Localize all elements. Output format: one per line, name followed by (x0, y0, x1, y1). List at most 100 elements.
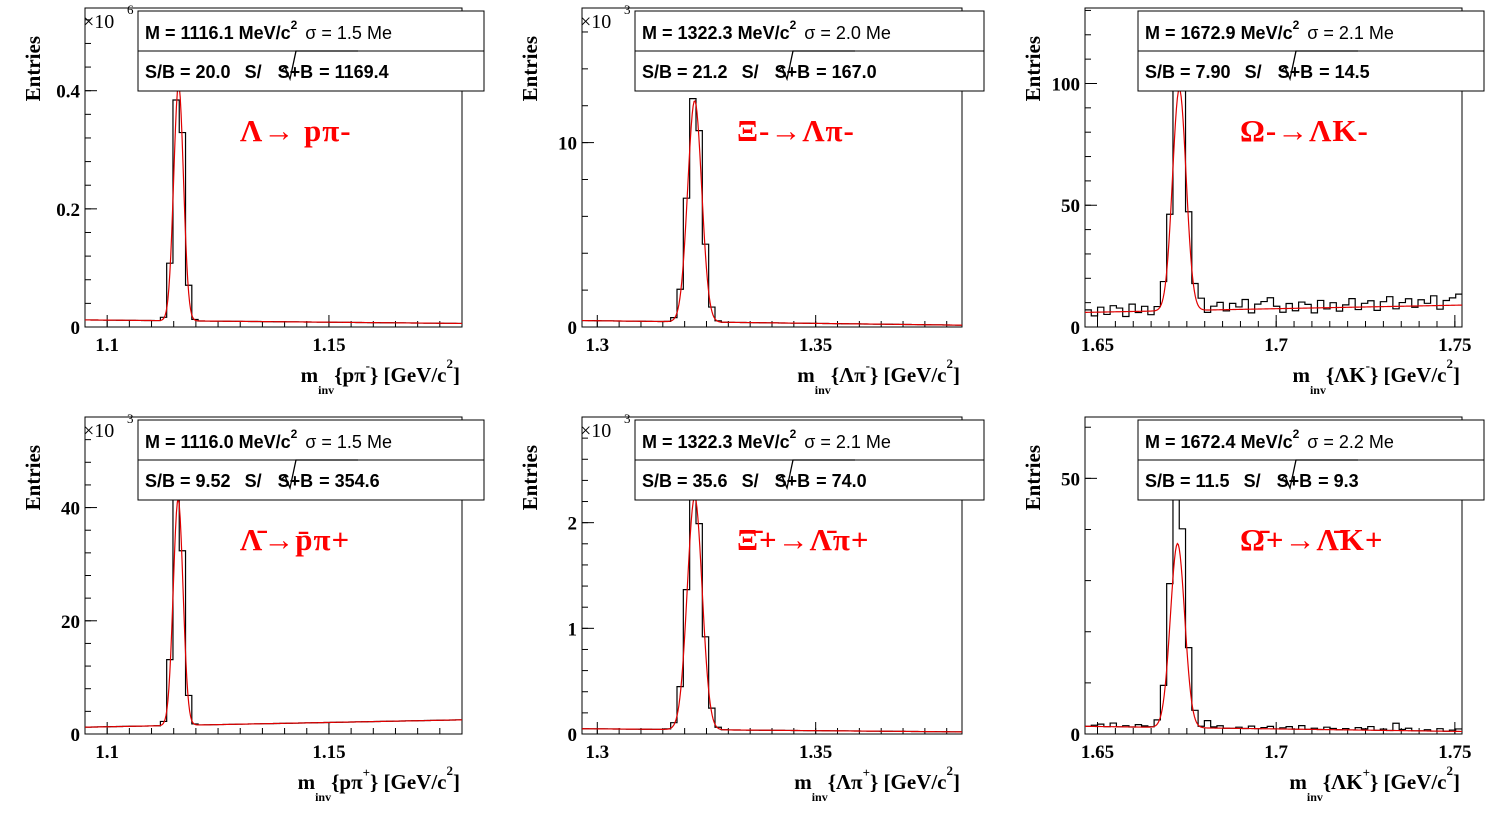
x-axis-title-part: 2 (447, 763, 454, 778)
x-axis-title-part: ] (1453, 363, 1460, 387)
stats-ssb-root: S+B (278, 471, 314, 491)
sqrt-icon (777, 459, 855, 491)
stats-sb: S/B = 21.2 S/S+B = 167.0 (642, 62, 877, 82)
panel-3: 0 50 100 1.65 1.7 1.75 Entries minv{ΛK-} [GeV/c… (1021, 7, 1485, 397)
x-axis-title-part: {pπ (331, 770, 363, 794)
x-axis-title: minv{ΛK+} [GeV/c2] (1289, 763, 1460, 804)
x-tick-label: 1.65 (1081, 742, 1114, 763)
x-axis-title-part: 2 (1447, 356, 1454, 371)
x-tick-label: 1.75 (1438, 742, 1471, 763)
stats-ssb-prefix: S/ (245, 62, 262, 82)
x-axis-title-part: inv (1307, 790, 1323, 804)
y-tick-label: 1 (568, 619, 578, 640)
stats-mass: M = 1672.9 MeV/c2 σ = 2.1 Me (1145, 18, 1394, 43)
x-axis-title-part: inv (318, 383, 334, 397)
y-multiplier-exponent: 6 (127, 2, 134, 17)
x-axis-title-part: 2 (947, 763, 954, 778)
x-axis-title-part: - (1366, 358, 1370, 373)
stats-sb: S/B = 11.5 S/S+B = 9.3 (1145, 471, 1359, 491)
x-tick-label: 1.3 (585, 335, 609, 356)
stats-sb-value: S/B = 21.2 (642, 62, 728, 82)
stats-mass-value: M = 1116.0 MeV/c (145, 432, 291, 452)
y-multiplier: ×10 (580, 420, 611, 442)
x-axis-title-part: - (866, 358, 870, 373)
sqrt-icon (777, 50, 855, 82)
x-axis-title-part: {pπ (334, 363, 366, 387)
x-axis-title-part: ] (953, 363, 960, 387)
y-tick-label: 50 (1061, 196, 1080, 217)
reaction-label: Ξ-→Λπ- (737, 113, 855, 148)
x-axis-title-part: ] (453, 363, 460, 387)
stats-sigma: σ = 2.2 Me (1307, 432, 1394, 452)
stats-sb: S/B = 9.52 S/S+B = 354.6 (145, 471, 380, 491)
y-axis-title: Entries (21, 36, 45, 101)
x-axis-title-part: ] (953, 770, 960, 794)
x-tick-label: 1.75 (1438, 335, 1471, 356)
x-axis-title-part: + (1363, 765, 1370, 780)
x-axis-title-part: {ΛK (1323, 770, 1363, 794)
stats-mass: M = 1116.1 MeV/c2 σ = 1.5 Me (145, 18, 392, 43)
x-axis-title-part: ] (1453, 770, 1460, 794)
stats-mass-value: M = 1322.3 MeV/c (642, 432, 790, 452)
x-axis-title-part: } [GeV/c (1370, 770, 1447, 794)
y-axis-title: Entries (21, 445, 45, 510)
y-tick-label: 0.4 (56, 82, 80, 103)
x-axis-title-part: ] (453, 770, 460, 794)
x-axis-title: minv{Λπ-} [GeV/c2] (797, 356, 960, 397)
x-axis-title-part: m (797, 363, 815, 387)
x-tick-label: 1.7 (1264, 742, 1288, 763)
stats-ssb-root: S+B (775, 471, 811, 491)
y-tick-label: 40 (61, 499, 80, 520)
stats-sb: S/B = 20.0 S/S+B = 1169.4 (145, 62, 389, 82)
stats-ssb-root: S+B (278, 62, 314, 82)
y-tick-label: 100 (1052, 74, 1081, 95)
reaction-label: Ω-→ΛK- (1240, 113, 1369, 148)
stats-sb: S/B = 7.90 S/S+B = 14.5 (1145, 62, 1370, 82)
y-multiplier: ×10 (83, 11, 114, 33)
histogram (1085, 83, 1462, 318)
stats-mass-sup: 2 (790, 427, 797, 441)
x-tick-label: 1.7 (1264, 335, 1288, 356)
y-tick-label: 20 (61, 612, 80, 633)
x-axis-title: minv{pπ+} [GeV/c2] (298, 763, 460, 804)
x-axis-title-part: 2 (447, 356, 454, 371)
y-axis-title: Entries (1021, 36, 1045, 101)
stats-ssb-value: = 1169.4 (319, 62, 389, 82)
x-axis-title-part: 2 (947, 356, 954, 371)
fit-curve (84, 498, 463, 728)
stats-ssb-value: = 9.3 (1318, 471, 1359, 491)
stats-mass-value: M = 1672.9 MeV/c (1145, 23, 1293, 43)
stats-ssb-root: S+B (1278, 62, 1314, 82)
x-axis-title-part: inv (815, 383, 831, 397)
sqrt-icon (1280, 459, 1358, 491)
y-tick-label: 2 (568, 514, 578, 535)
stats-ssb-prefix: S/ (742, 471, 759, 491)
x-tick-label: 1.35 (799, 742, 832, 763)
x-axis-title-part: 2 (1447, 763, 1454, 778)
y-tick-label: 10 (558, 134, 577, 155)
x-axis-title-part: {ΛK (1326, 363, 1366, 387)
stats-sigma: σ = 2.1 Me (1307, 23, 1394, 43)
stats-sb-value: S/B = 7.90 (1145, 62, 1231, 82)
stats-ssb-value: = 354.6 (319, 471, 380, 491)
stats-sb-value: S/B = 20.0 (145, 62, 231, 82)
y-tick-label: 0 (568, 318, 578, 339)
stats-ssb-root: S+B (775, 62, 811, 82)
fit-curve (581, 100, 963, 326)
x-axis-title-part: inv (812, 790, 828, 804)
stats-sb: S/B = 35.6 S/S+B = 74.0 (642, 471, 867, 491)
y-multiplier: ×10 (580, 11, 611, 33)
stats-sigma: σ = 1.5 Me (305, 23, 392, 43)
x-axis-title-part: {Λπ (831, 363, 866, 387)
x-axis-title-part: } [GeV/c (1370, 363, 1447, 387)
sqrt-icon (1280, 50, 1358, 82)
stats-sb-value: S/B = 35.6 (642, 471, 728, 491)
fit-curve (581, 496, 963, 733)
fit-curve (1084, 87, 1463, 313)
stats-ssb-prefix: S/ (1245, 62, 1262, 82)
sqrt-icon (280, 50, 358, 82)
stats-mass-sup: 2 (790, 18, 797, 32)
